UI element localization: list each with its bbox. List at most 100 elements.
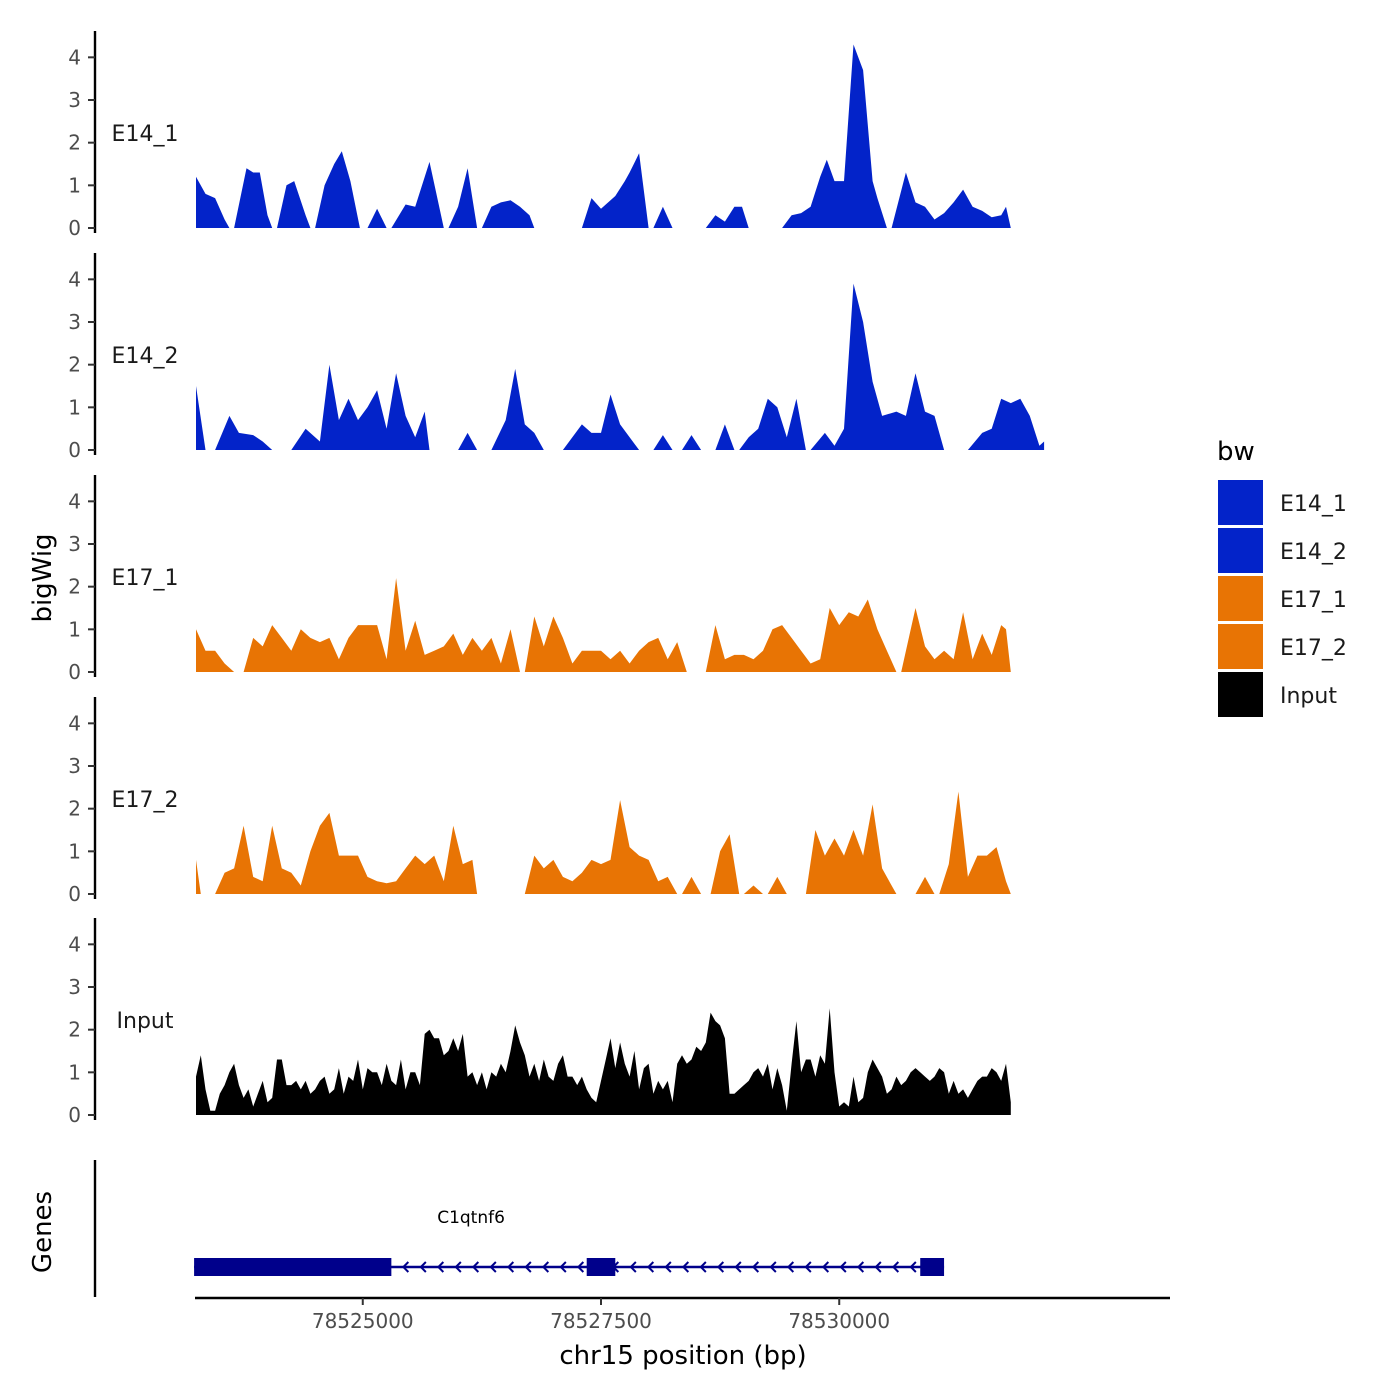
coverage-area-E17_2 [682,876,702,894]
legend-swatch [1218,480,1263,525]
legend-label: E14_2 [1280,540,1347,565]
gene-panel-title: Genes [28,1191,58,1273]
y-tick-label: 0 [68,438,81,462]
legend-item: Input [1218,672,1337,717]
y-tick-label: 2 [68,1018,81,1042]
coverage-area-E14_2 [682,435,702,450]
coverage-area-E17_2 [196,859,201,894]
strand-arrow [734,1261,742,1273]
coverage-area-E14_1 [653,206,673,228]
track-E17_2: 0 1 2 3 4 E17_2 [68,697,1011,906]
legend-swatch [1218,528,1263,573]
coverage-area-E14_2 [215,415,273,450]
x-tick-label: 78525000 [312,1309,414,1333]
x-axis: 78525000 78527500 78530000 [195,1296,1170,1333]
y-tick-label: 2 [68,131,81,155]
legend-item: E17_1 [1218,576,1347,621]
coverage-area-E14_1 [481,200,535,228]
strand-arrow [751,1261,760,1273]
strand-arrow [489,1261,497,1273]
gene-name-label: C1qtnf6 [437,1208,505,1228]
x-tick-label: 78530000 [788,1309,890,1333]
legend-label: E14_1 [1280,492,1347,517]
coverage-area-E14_1 [277,181,311,228]
y-tick-label: 0 [68,660,81,684]
strand-arrow [436,1261,445,1273]
y-tick-label: 4 [68,489,81,513]
coverage-area-E17_2 [767,876,787,894]
y-tick-label: 0 [68,882,81,906]
coverage-area-E17_2 [215,812,478,894]
strand-arrow [716,1261,725,1273]
track-Input: 0 1 2 3 4 Input [68,918,1011,1127]
y-tick-label: 0 [68,216,81,240]
strand-arrow [419,1261,427,1273]
coverage-area-E14_1 [391,161,444,228]
gene-C1qtnf6: C1qtnf6 [194,1208,945,1276]
y-tick-label: 3 [68,310,81,334]
y-tick-label: 3 [68,88,81,112]
strand-arrow [664,1261,672,1273]
coverage-area-E17_1 [196,629,235,672]
coverage-area-E14_1 [367,208,387,228]
legend-swatch [1218,672,1263,717]
y-tick-label: 4 [68,711,81,735]
y-tick-label: 2 [68,797,81,821]
y-tick-label: 3 [68,532,81,556]
coverage-area-E14_2 [196,386,206,450]
legend-item: E17_2 [1218,624,1347,669]
legend-label: E17_2 [1280,636,1347,661]
strand-arrow [524,1261,532,1273]
coverage-tracks: 0 1 2 3 4 E14_1 0 1 2 3 4 E14_2 0 1 2 3 4 E17_1 0 1 2 3 4 E17_2… [68,31,1045,1127]
y-tick-label: 4 [68,267,81,291]
coverage-area-E14_2 [291,364,430,450]
legend-item: E14_1 [1218,480,1347,525]
track-E14_2: 0 1 2 3 4 E14_2 [68,253,1045,462]
y-tick-label: 2 [68,353,81,377]
coverage-area-E14_1 [234,168,273,228]
coverage-area-E17_2 [524,800,678,894]
strand-arrow [804,1261,812,1273]
coverage-area-E14_2 [653,435,673,450]
y-axis-title: bigWig [28,533,58,622]
coverage-area-E17_2 [939,791,1011,894]
coverage-area-E17_2 [805,804,897,894]
strand-arrow [821,1261,830,1273]
gene-panel: C1qtnf6 [93,1160,945,1297]
coverage-area-E17_1 [705,599,897,672]
y-tick-label: 4 [68,45,81,69]
track-label: Input [117,1009,174,1034]
coverage-area-E14_2 [967,398,1045,450]
legend-swatch [1218,624,1263,669]
coverage-area-E17_2 [915,876,935,894]
strand-arrow [786,1261,795,1273]
strand-arrow [401,1261,410,1273]
x-tick-label: 78527500 [550,1309,652,1333]
track-label: E14_2 [112,344,179,369]
coverage-area-E14_1 [891,172,1011,228]
strand-arrow [681,1261,690,1273]
track-E14_1: 0 1 2 3 4 E14_1 [68,31,1011,240]
strand-arrow [646,1261,655,1273]
legend-label: Input [1280,684,1337,709]
legend: bw E14_1 E14_2 E17_1 E17_2 Input [1217,437,1347,717]
strand-arrow [559,1261,567,1273]
gene-exon [194,1258,392,1276]
track-label: E17_2 [112,788,179,813]
coverage-area-E14_1 [448,168,478,228]
coverage-area-E14_1 [782,44,887,228]
y-tick-label: 3 [68,975,81,999]
y-tick-label: 1 [68,1060,81,1084]
y-tick-label: 1 [68,617,81,641]
coverage-area-E17_1 [901,608,1011,672]
strand-arrow [506,1261,515,1273]
gene-exon [920,1258,945,1276]
strand-arrow [769,1261,777,1273]
strand-arrow [454,1261,462,1273]
legend-label: E17_1 [1280,588,1347,613]
coverage-area-E14_1 [315,151,360,228]
legend-item: E14_2 [1218,528,1347,573]
coverage-area-E14_1 [581,153,649,228]
coverage-area-E14_2 [562,394,640,450]
